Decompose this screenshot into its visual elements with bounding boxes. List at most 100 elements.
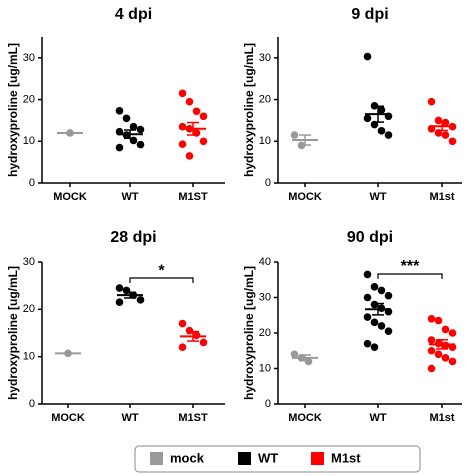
data-point [185, 152, 194, 160]
y-axis-label: hydroxyproline [ug/mL] [242, 266, 256, 400]
legend-label: mock [170, 450, 205, 465]
data-point [434, 116, 443, 125]
legend-box [134, 445, 421, 473]
y-tick-label: 10 [259, 135, 271, 147]
data-point [427, 346, 436, 355]
data-point [384, 131, 393, 139]
data-point [122, 114, 131, 123]
y-tick-label: 0 [265, 177, 271, 189]
significance-label: * [158, 262, 165, 279]
data-point [199, 338, 208, 347]
data-point [363, 52, 372, 61]
data-point [363, 339, 372, 348]
data-point [199, 137, 208, 146]
x-tick-label: WT [369, 191, 386, 203]
data-point [129, 122, 138, 131]
data-point [115, 284, 124, 292]
chart-title: 4 dpi [115, 6, 152, 23]
x-tick-label: M1ST [178, 412, 208, 424]
data-point [370, 318, 379, 327]
data-point [370, 300, 379, 309]
data-point [427, 336, 436, 344]
significance-bracket [377, 273, 443, 279]
y-tick-label: 20 [23, 303, 35, 315]
legend-swatch [311, 452, 324, 465]
y-tick-label: 20 [259, 93, 271, 105]
y-axis-label: hydroxyproline [ug/mL] [242, 43, 256, 177]
data-point [441, 131, 450, 139]
y-tick-label: 10 [23, 351, 35, 363]
chart-title: 90 dpi [347, 229, 393, 246]
x-tick-label: M1ST [178, 191, 208, 203]
data-point [363, 114, 372, 123]
legend-swatch [150, 452, 163, 465]
data-point [185, 97, 194, 106]
data-point [434, 316, 443, 325]
x-tick-label: MOCK [51, 412, 85, 424]
data-point [136, 125, 145, 134]
data-point [136, 140, 145, 149]
data-point [441, 354, 450, 362]
y-tick-label: 10 [259, 362, 271, 374]
y-tick-label: 0 [29, 177, 35, 189]
y-tick-label: 10 [23, 135, 35, 147]
y-tick-label: 0 [265, 398, 271, 410]
y-tick-label: 30 [23, 52, 35, 64]
data-point [115, 107, 124, 115]
legend-label: WT [258, 450, 278, 465]
data-point [441, 341, 450, 350]
data-point [448, 137, 457, 146]
data-point [115, 298, 124, 307]
data-point [384, 291, 393, 300]
data-point [434, 350, 443, 359]
data-point [441, 325, 450, 334]
data-point [290, 131, 299, 139]
y-tick-label: 20 [259, 327, 271, 339]
y-tick-label: 30 [23, 256, 35, 268]
data-point [427, 364, 436, 373]
data-point [290, 350, 299, 359]
chart-title: 28 dpi [110, 229, 156, 246]
data-point [192, 107, 201, 116]
data-point [384, 327, 393, 336]
data-point [377, 286, 386, 295]
data-point [377, 304, 386, 312]
y-tick-label: 20 [23, 93, 35, 105]
data-point [185, 326, 194, 335]
data-point [427, 97, 436, 106]
significance-bracket [129, 277, 194, 284]
data-point [136, 296, 145, 304]
data-point [115, 143, 124, 152]
data-point [448, 329, 457, 337]
data-point [178, 319, 187, 328]
y-axis-label: hydroxyproline [ug/mL] [6, 266, 20, 400]
data-point [178, 343, 187, 352]
data-point [122, 286, 131, 295]
y-axis-label: hydroxyproline [ug/mL] [6, 43, 20, 177]
data-point [178, 89, 187, 98]
data-point [370, 343, 379, 352]
data-point [363, 293, 372, 302]
x-tick-label: WT [369, 412, 386, 424]
data-point [370, 283, 379, 291]
data-point [448, 357, 457, 366]
significance-label: *** [401, 258, 420, 275]
data-point [363, 270, 372, 279]
x-tick-label: MOCK [288, 191, 322, 203]
data-point [377, 127, 386, 135]
y-tick-label: 30 [259, 291, 271, 303]
legend-label: M1st [331, 450, 361, 465]
data-point [363, 313, 372, 321]
legend-swatch [238, 452, 251, 465]
x-tick-label: WT [121, 191, 138, 203]
data-point [377, 322, 386, 330]
y-tick-label: 40 [259, 256, 271, 268]
x-tick-label: WT [121, 412, 138, 424]
y-tick-label: 0 [29, 398, 35, 410]
data-point [427, 315, 436, 323]
data-point [377, 106, 386, 114]
data-point [178, 140, 187, 149]
x-tick-label: MOCK [288, 412, 322, 424]
y-tick-label: 30 [259, 52, 271, 64]
